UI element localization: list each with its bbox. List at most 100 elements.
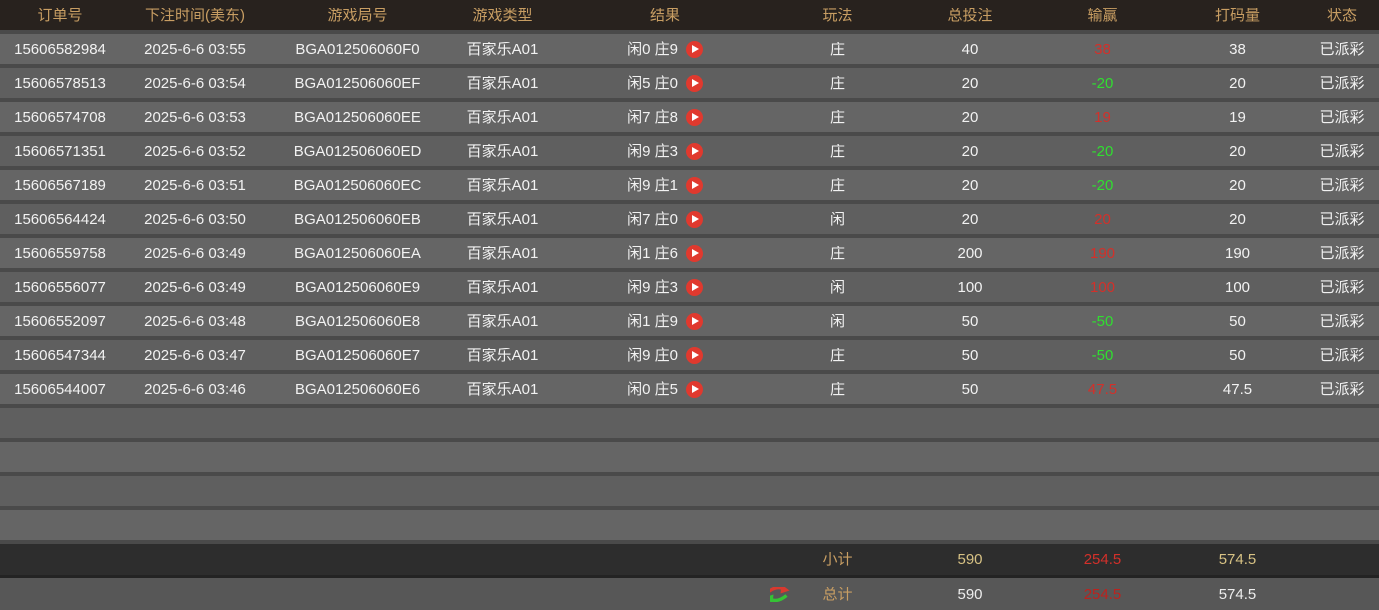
cell-turnover: 190: [1224, 245, 1251, 261]
table-row: 15606574708 2025-6-6 03:53 BGA012506060EE 百…: [0, 102, 1379, 132]
cell-total-bet: 50: [961, 347, 979, 363]
cell-bet-time: 2025-6-6 03:52: [144, 143, 246, 159]
subtotal-label: 小计: [822, 552, 853, 567]
total-label-cell: 总计: [770, 586, 905, 602]
play-icon[interactable]: [685, 244, 703, 262]
cell-bet-time: 2025-6-6 03:51: [144, 177, 246, 193]
cell-status: 已派彩: [1319, 347, 1365, 363]
cell-play: 庄: [829, 245, 845, 261]
play-icon[interactable]: [685, 380, 703, 398]
cell-result: 闲1 庄6: [560, 244, 770, 262]
play-icon[interactable]: [685, 312, 703, 330]
header-result: 结果: [649, 7, 680, 23]
cell-game-type: 百家乐A01: [466, 381, 539, 397]
play-icon[interactable]: [685, 74, 703, 92]
cell-status: 已派彩: [1319, 381, 1365, 397]
cell-status: 已派彩: [1319, 211, 1365, 227]
cell-play: 闲: [829, 279, 845, 295]
play-icon[interactable]: [685, 346, 703, 364]
result-text: 闲1 庄9: [627, 312, 678, 330]
cell-total-bet: 20: [961, 75, 979, 91]
result-text: 闲5 庄0: [627, 74, 678, 92]
cell-bet-time: 2025-6-6 03:48: [144, 313, 246, 329]
cell-round-id: BGA012506060EA: [294, 245, 421, 261]
cell-turnover: 20: [1229, 143, 1246, 159]
cell-game-type: 百家乐A01: [466, 143, 539, 159]
cell-status: 已派彩: [1319, 109, 1365, 125]
cell-status: 已派彩: [1319, 41, 1365, 57]
cell-win-loss: -20: [1091, 177, 1114, 193]
cell-order-id: 15606582984: [14, 41, 106, 57]
result-text: 闲9 庄3: [627, 278, 678, 296]
subtotal-win-loss: 254.5: [1083, 552, 1122, 567]
cell-round-id: BGA012506060EF: [294, 75, 421, 91]
cell-win-loss: -20: [1091, 143, 1114, 159]
cell-round-id: BGA012506060E8: [294, 313, 421, 329]
total-win-loss: 254.5: [1083, 586, 1122, 602]
cell-order-id: 15606564424: [14, 211, 106, 227]
cell-play: 庄: [829, 347, 845, 363]
cell-result: 闲9 庄0: [560, 346, 770, 364]
play-icon[interactable]: [685, 40, 703, 58]
play-icon[interactable]: [685, 278, 703, 296]
subtotal-row: 小计 590 254.5 574.5: [0, 544, 1379, 575]
play-icon[interactable]: [685, 142, 703, 160]
cell-round-id: BGA012506060EE: [294, 109, 421, 125]
cell-order-id: 15606559758: [14, 245, 106, 261]
play-icon[interactable]: [685, 108, 703, 126]
swap-currency-icon[interactable]: [770, 586, 790, 602]
cell-order-id: 15606578513: [14, 75, 106, 91]
table-row: 15606564424 2025-6-6 03:50 BGA012506060EB 百…: [0, 204, 1379, 234]
cell-win-loss: 38: [1094, 41, 1111, 57]
result-text: 闲0 庄9: [627, 40, 678, 58]
cell-status: 已派彩: [1319, 143, 1365, 159]
cell-win-loss: 100: [1089, 279, 1116, 295]
cell-result: 闲9 庄1: [560, 176, 770, 194]
cell-game-type: 百家乐A01: [466, 41, 539, 57]
cell-result: 闲1 庄9: [560, 312, 770, 330]
cell-game-type: 百家乐A01: [466, 313, 539, 329]
cell-result: 闲9 庄3: [560, 142, 770, 160]
cell-total-bet: 20: [961, 177, 979, 193]
table-row: 15606547344 2025-6-6 03:47 BGA012506060E7 百…: [0, 340, 1379, 370]
play-icon[interactable]: [685, 210, 703, 228]
cell-win-loss: 19: [1094, 109, 1111, 125]
cell-bet-time: 2025-6-6 03:46: [144, 381, 246, 397]
cell-bet-time: 2025-6-6 03:55: [144, 41, 246, 57]
table-row: 15606544007 2025-6-6 03:46 BGA012506060E6 百…: [0, 374, 1379, 404]
cell-order-id: 15606544007: [14, 381, 106, 397]
cell-play: 庄: [829, 143, 845, 159]
cell-win-loss: -50: [1091, 313, 1114, 329]
cell-turnover: 47.5: [1222, 381, 1253, 397]
empty-row: [0, 476, 1379, 506]
cell-game-type: 百家乐A01: [466, 75, 539, 91]
header-round-id: 游戏局号: [327, 7, 388, 23]
cell-play: 闲: [829, 313, 845, 329]
result-text: 闲1 庄6: [627, 244, 678, 262]
result-text: 闲0 庄5: [627, 380, 678, 398]
empty-row: [0, 510, 1379, 540]
header-status: 状态: [1326, 7, 1357, 23]
play-icon[interactable]: [685, 176, 703, 194]
cell-bet-time: 2025-6-6 03:47: [144, 347, 246, 363]
cell-status: 已派彩: [1319, 245, 1365, 261]
header-turnover: 打码量: [1214, 7, 1260, 23]
cell-order-id: 15606567189: [14, 177, 106, 193]
result-text: 闲9 庄0: [627, 346, 678, 364]
cell-turnover: 20: [1229, 177, 1246, 193]
subtotal-turnover: 574.5: [1218, 552, 1257, 567]
cell-total-bet: 50: [961, 381, 979, 397]
cell-result: 闲5 庄0: [560, 74, 770, 92]
cell-result: 闲7 庄0: [560, 210, 770, 228]
cell-order-id: 15606547344: [14, 347, 106, 363]
cell-game-type: 百家乐A01: [466, 279, 539, 295]
table-row: 15606578513 2025-6-6 03:54 BGA012506060EF 百…: [0, 68, 1379, 98]
header-play: 玩法: [822, 7, 853, 23]
table-row: 15606567189 2025-6-6 03:51 BGA012506060EC 百…: [0, 170, 1379, 200]
cell-game-type: 百家乐A01: [466, 109, 539, 125]
cell-turnover: 50: [1229, 347, 1246, 363]
cell-game-type: 百家乐A01: [466, 245, 539, 261]
table-row: 15606556077 2025-6-6 03:49 BGA012506060E9 百…: [0, 272, 1379, 302]
table-row: 15606559758 2025-6-6 03:49 BGA012506060EA 百…: [0, 238, 1379, 268]
